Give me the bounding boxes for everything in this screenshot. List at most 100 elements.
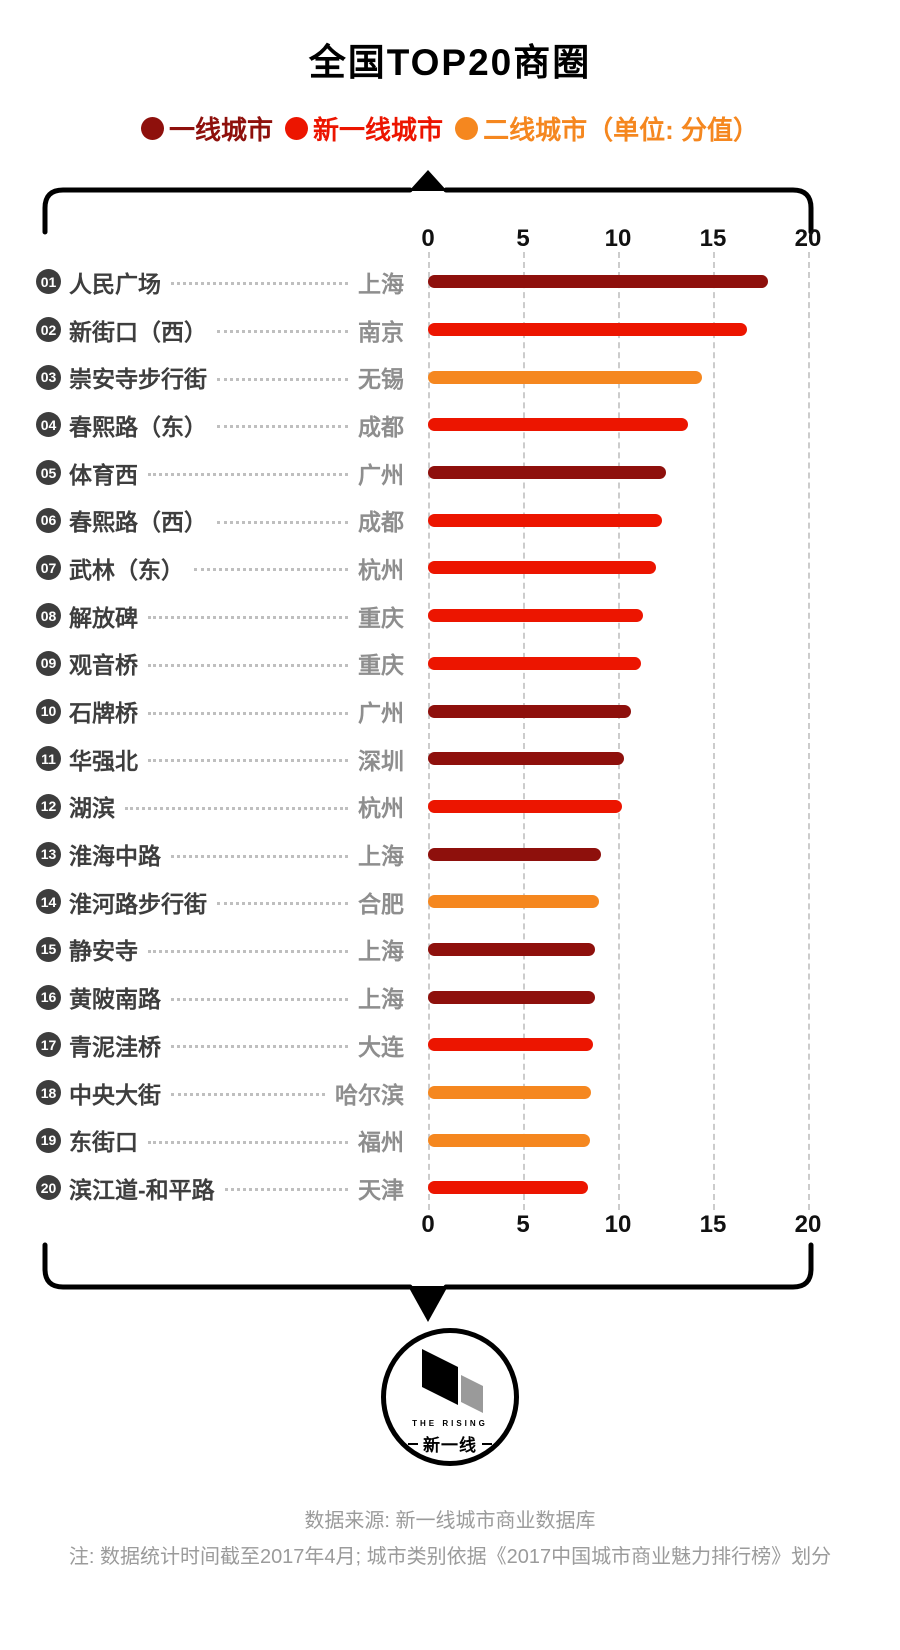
rank-badge: 02	[36, 317, 61, 343]
bar-area	[428, 1021, 808, 1069]
bar-area	[428, 830, 808, 878]
dotted-leader	[148, 759, 348, 763]
logo-dash-right	[482, 1442, 492, 1445]
rank-badge: 19	[36, 1127, 61, 1153]
chart-row: 18 中央大街 哈尔滨	[36, 1069, 866, 1117]
chart-row: 01 人民广场 上海	[36, 258, 866, 306]
rank-badge: 17	[36, 1032, 61, 1058]
district-name: 崇安寺步行街	[69, 366, 207, 393]
dotted-leader	[148, 473, 348, 477]
bar	[428, 513, 662, 527]
bottom-arrow-icon	[408, 1286, 448, 1322]
rank-badge: 01	[36, 269, 61, 295]
dotted-leader	[217, 425, 348, 429]
legend-label: 一线城市	[169, 115, 274, 145]
city-name: 深圳	[358, 747, 404, 774]
chart-row: 14 淮河路步行街 合肥	[36, 878, 866, 926]
chart-gridlines	[428, 252, 810, 1210]
footnote: 注: 数据统计时间截至2017年4月; 城市类别依据《2017中国城市商业魅力排…	[68, 1546, 832, 1568]
dotted-leader	[171, 854, 348, 858]
dotted-leader	[224, 1188, 348, 1192]
rank-badge: 06	[36, 507, 61, 533]
tick-label: 20	[794, 1211, 822, 1238]
dotted-leader	[194, 568, 348, 572]
chart-row: 03 崇安寺步行街 无锡	[36, 353, 866, 401]
dotted-leader	[148, 616, 348, 620]
rank-badge: 18	[36, 1080, 61, 1106]
district-name: 体育西	[69, 461, 138, 488]
bar-area	[428, 449, 808, 497]
rank-badge: 16	[36, 984, 61, 1010]
dotted-leader	[171, 1045, 348, 1049]
rank-badge: 09	[36, 650, 61, 676]
bottom-bracket-decoration	[42, 1242, 814, 1322]
city-name: 成都	[358, 509, 404, 536]
bar	[428, 323, 748, 337]
bar-area	[428, 1116, 808, 1164]
city-name: 杭州	[358, 795, 404, 822]
district-name: 淮河路步行街	[69, 890, 207, 917]
legend-label: 新一线城市	[313, 115, 444, 145]
chart-row: 20 滨江道-和平路 天津	[36, 1164, 866, 1212]
district-name: 静安寺	[69, 938, 138, 965]
rank-badge: 15	[36, 936, 61, 962]
data-source-note: 数据来源: 新一线城市商业数据库	[304, 1510, 596, 1532]
row-label: 02 新街口（西） 南京	[36, 313, 404, 347]
dotted-leader	[148, 1140, 348, 1144]
gridline	[618, 252, 620, 1210]
district-name: 春熙路（西）	[69, 509, 207, 536]
legend-item: 新一线城市	[285, 110, 443, 147]
bar	[428, 275, 769, 289]
city-name: 上海	[358, 938, 404, 965]
rank-badge: 08	[36, 603, 61, 629]
chart-row: 07 武林（东） 杭州	[36, 544, 866, 592]
bar-area	[428, 783, 808, 831]
chart-row: 16 黄陂南路 上海	[36, 973, 866, 1021]
district-name: 东街口	[69, 1129, 138, 1156]
dotted-leader	[217, 902, 348, 906]
bar-area	[428, 1164, 808, 1212]
district-name: 中央大街	[69, 1081, 161, 1108]
chart-row: 05 体育西 广州	[36, 449, 866, 497]
legend-label: 二线城市（单位: 分值）	[483, 115, 759, 145]
rank-badge: 03	[36, 364, 61, 390]
bar-area	[428, 973, 808, 1021]
tick-label: 5	[516, 1211, 530, 1238]
chart-row: 10 石牌桥 广州	[36, 687, 866, 735]
district-name: 湖滨	[69, 795, 115, 822]
gridline	[808, 252, 810, 1210]
bar	[428, 1038, 594, 1052]
row-label: 13 淮海中路 上海	[36, 837, 404, 871]
row-label: 03 崇安寺步行街 无锡	[36, 360, 404, 394]
dotted-leader	[148, 711, 348, 715]
axis-ticks-bottom: 0 5 10 15 20	[421, 1211, 821, 1238]
bar-area	[428, 306, 808, 354]
chart-rows: 01 人民广场 上海 02 新街口（西） 南京 03 崇安寺步行街 无锡	[36, 258, 866, 1212]
chart-row: 13 淮海中路 上海	[36, 830, 866, 878]
district-name: 石牌桥	[69, 700, 138, 727]
row-label: 05 体育西 广州	[36, 456, 404, 490]
chart-row: 15 静安寺 上海	[36, 926, 866, 974]
rank-badge: 20	[36, 1175, 61, 1201]
bar-area	[428, 640, 808, 688]
brand-logo-icon	[422, 1349, 483, 1413]
bar-area	[428, 878, 808, 926]
dotted-leader	[125, 806, 348, 810]
row-label: 15 静安寺 上海	[36, 932, 404, 966]
brand-logo-subtext: THE RISING	[412, 1419, 488, 1428]
bar	[428, 370, 702, 384]
city-name: 上海	[358, 986, 404, 1013]
legend-item: 二线城市（单位: 分值）	[455, 110, 759, 147]
city-name: 哈尔滨	[335, 1081, 404, 1108]
city-name: 南京	[358, 318, 404, 345]
dotted-leader	[217, 377, 348, 381]
bar-area	[428, 592, 808, 640]
brand-logo-name-row: 新一线	[386, 1431, 514, 1456]
dotted-leader	[217, 520, 348, 524]
bar	[428, 609, 643, 623]
bar	[428, 942, 596, 956]
axis-ticks-top: 0 5 10 15 20	[421, 226, 821, 252]
row-label: 16 黄陂南路 上海	[36, 980, 404, 1014]
dotted-leader	[171, 997, 348, 1001]
